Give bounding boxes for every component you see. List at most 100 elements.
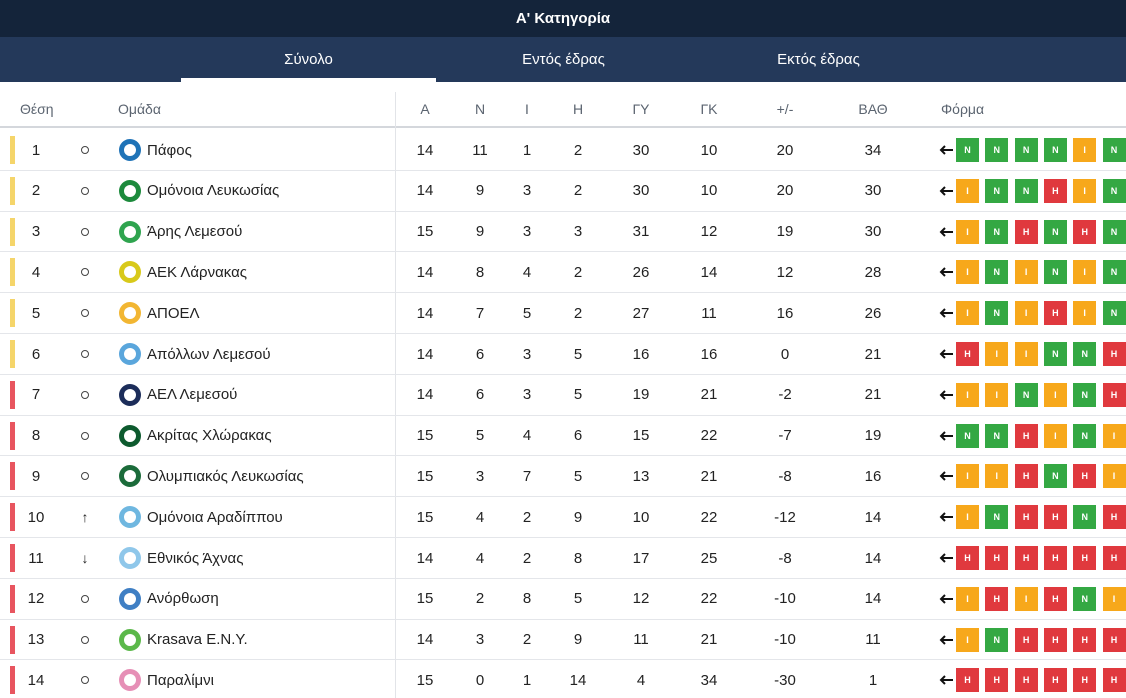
form-badge: Ι xyxy=(956,178,979,203)
table-row[interactable]: 3 15 9 3 3 31 12 19 30 Άρης Λεμεσού Ι Ν Η Ν Η Ν xyxy=(0,212,1126,253)
tab-away[interactable]: Εκτός έδρας xyxy=(777,51,860,68)
team-name[interactable]: Ακρίτας Χλώρακας xyxy=(147,427,272,445)
arrow-left-icon xyxy=(939,267,953,278)
form-badge: Η xyxy=(985,586,1009,611)
team-logo-icon xyxy=(119,669,141,692)
arrow-left-icon xyxy=(939,145,953,155)
played-cell: 14 xyxy=(416,182,434,200)
table-row[interactable]: 10 15 4 2 9 10 22 -12 14 ↑ Ομόνοια Αραδίππου Ι Ν Η Η Ν Η xyxy=(0,497,1126,538)
team-logo-icon xyxy=(119,343,141,365)
team-name[interactable]: Παραλίμνι xyxy=(147,671,215,689)
table-row[interactable]: 6 14 6 3 5 16 16 0 21 Απόλλων Λεμεσού Η Ι Ι Ν Ν Η xyxy=(0,334,1126,375)
table-header: Θέση Ομάδα Α Ν Ι Η ΓΥ ΓΚ +/- ΒΑΘ Φόρμα xyxy=(0,90,1126,128)
team-name[interactable]: ΑΠΟΕΛ xyxy=(147,304,200,322)
team-logo-icon xyxy=(119,587,141,610)
header-losses[interactable]: Η xyxy=(572,101,584,117)
tab-home[interactable]: Εντός έδρας xyxy=(522,51,605,68)
form-badge: Ν xyxy=(985,627,1009,652)
table-row[interactable]: 14 15 0 1 14 4 34 -30 1 Παραλίμνι Η Η Η Η Η Η xyxy=(0,660,1126,698)
team-name[interactable]: Ολυμπιακός Λευκωσίας xyxy=(147,467,304,485)
form-badge: Η xyxy=(1014,423,1038,448)
points-cell: 21 xyxy=(864,345,882,363)
goals-against-cell: 12 xyxy=(700,223,718,241)
position-cell: 3 xyxy=(31,223,41,241)
table-row[interactable]: 8 15 5 4 6 15 22 -7 19 Ακρίτας Χλώρακας Ν Ν Η Ι Ν Ι xyxy=(0,416,1126,457)
form-badge: Ν xyxy=(1073,342,1097,366)
position-cell: 14 xyxy=(27,671,45,689)
team-name[interactable]: Άρης Λεμεσού xyxy=(147,223,243,241)
form-badge: Ι xyxy=(985,464,1009,489)
played-cell: 15 xyxy=(416,590,434,608)
header-position[interactable]: Θέση xyxy=(20,101,54,117)
draws-cell: 5 xyxy=(522,304,532,322)
table-row[interactable]: 4 14 8 4 2 26 14 12 28 ΑΕΚ Λάρνακας Ι Ν Ι Ν Ι Ν xyxy=(0,252,1126,294)
trend-same-icon xyxy=(78,673,92,687)
draws-cell: 1 xyxy=(522,141,532,159)
form-badge: Ι xyxy=(985,382,1009,407)
played-cell: 15 xyxy=(416,508,434,526)
form-badge: Ι xyxy=(1014,260,1038,285)
goal-difference-cell: 20 xyxy=(776,141,794,159)
trend-same-icon xyxy=(78,184,92,198)
trend-same-icon xyxy=(78,143,92,157)
tab-overall[interactable]: Σύνολο xyxy=(181,37,436,82)
team-name[interactable]: Απόλλων Λεμεσού xyxy=(147,345,271,363)
goals-for-cell: 16 xyxy=(632,345,650,363)
trend-same-icon xyxy=(78,469,92,483)
header-wins[interactable]: Ν xyxy=(474,101,486,117)
goals-for-cell: 15 xyxy=(632,427,650,445)
header-goals-against[interactable]: ΓΚ xyxy=(700,101,718,117)
points-cell: 28 xyxy=(864,263,882,281)
form-badge: Ι xyxy=(1102,464,1126,489)
form-badge: Ν xyxy=(1014,382,1038,407)
position-cell: 11 xyxy=(28,549,44,567)
team-name[interactable]: ΑΕΚ Λάρνακας xyxy=(147,263,247,281)
position-cell: 6 xyxy=(31,345,41,363)
played-cell: 14 xyxy=(416,304,434,322)
form-badge: Ι xyxy=(956,382,979,407)
header-points[interactable]: ΒΑΘ xyxy=(858,101,888,117)
team-name[interactable]: Πάφος xyxy=(147,141,192,159)
header-played[interactable]: Α xyxy=(420,101,430,117)
form-badge: Ν xyxy=(1043,342,1067,366)
table-row[interactable]: 13 14 3 2 9 11 21 -10 11 Krasava E.N.Y. Ι Ν Η Η Η Η xyxy=(0,620,1126,661)
draws-cell: 2 xyxy=(522,549,532,567)
draws-cell: 3 xyxy=(522,345,532,363)
form-badge: Ν xyxy=(1014,138,1038,162)
form-badge: Ν xyxy=(1043,138,1067,162)
team-name[interactable]: ΑΕΛ Λεμεσού xyxy=(147,386,238,404)
position-cell: 13 xyxy=(27,631,45,649)
table-row[interactable]: 11 14 4 2 8 17 25 -8 14 ↓ Εθνικός Άχνας Η Η Η Η Η Η xyxy=(0,538,1126,579)
form-badge: Ν xyxy=(1073,505,1097,530)
table-row[interactable]: 2 14 9 3 2 30 10 20 30 Ομόνοια Λευκωσίας Ι Ν Ν Η Ι Ν xyxy=(0,171,1126,212)
table-row[interactable]: 7 14 6 3 5 19 21 -2 21 ΑΕΛ Λεμεσού Ι Ι Ν Ι Ν Η xyxy=(0,375,1126,416)
team-name[interactable]: Ομόνοια Λευκωσίας xyxy=(147,182,280,200)
wins-cell: 4 xyxy=(475,508,485,526)
team-name[interactable]: Krasava E.N.Y. xyxy=(147,631,248,649)
table-row[interactable]: 12 15 2 8 5 12 22 -10 14 Ανόρθωση Ι Η Ι Η Ν Ι xyxy=(0,579,1126,620)
arrow-left-icon xyxy=(939,553,953,563)
team-name[interactable]: Ομόνοια Αραδίππου xyxy=(147,508,283,526)
wins-cell: 8 xyxy=(475,263,485,281)
team-name[interactable]: Εθνικός Άχνας xyxy=(147,549,244,567)
trend-same-icon xyxy=(78,388,92,402)
table-row[interactable]: 1 14 11 1 2 30 10 20 34 Πάφος Ν Ν Ν Ν Ι Ν xyxy=(0,130,1126,171)
header-draws[interactable]: Ι xyxy=(525,101,529,117)
position-cell: 5 xyxy=(31,304,41,322)
form-badge: Η xyxy=(1014,668,1038,693)
team-name[interactable]: Ανόρθωση xyxy=(147,590,219,608)
form-badge: Ν xyxy=(1043,219,1067,244)
header-team[interactable]: Ομάδα xyxy=(118,101,161,117)
losses-cell: 2 xyxy=(573,182,583,200)
header-goal-difference[interactable]: +/- xyxy=(776,101,794,117)
form-badge: Ν xyxy=(956,138,979,162)
position-cell: 7 xyxy=(31,386,41,404)
form-badge: Ι xyxy=(1014,301,1038,326)
table-row[interactable]: 5 14 7 5 2 27 11 16 26 ΑΠΟΕΛ Ι Ν Ι Η Ι Ν xyxy=(0,293,1126,334)
header-goals-for[interactable]: ΓΥ xyxy=(632,101,650,117)
wins-cell: 6 xyxy=(475,386,485,404)
goals-for-cell: 27 xyxy=(632,304,650,322)
arrow-left-icon xyxy=(939,430,953,441)
points-cell: 19 xyxy=(864,427,882,445)
table-row[interactable]: 9 15 3 7 5 13 21 -8 16 Ολυμπιακός Λευκωσίας Ι Ι Η Ν Η Ι xyxy=(0,456,1126,498)
